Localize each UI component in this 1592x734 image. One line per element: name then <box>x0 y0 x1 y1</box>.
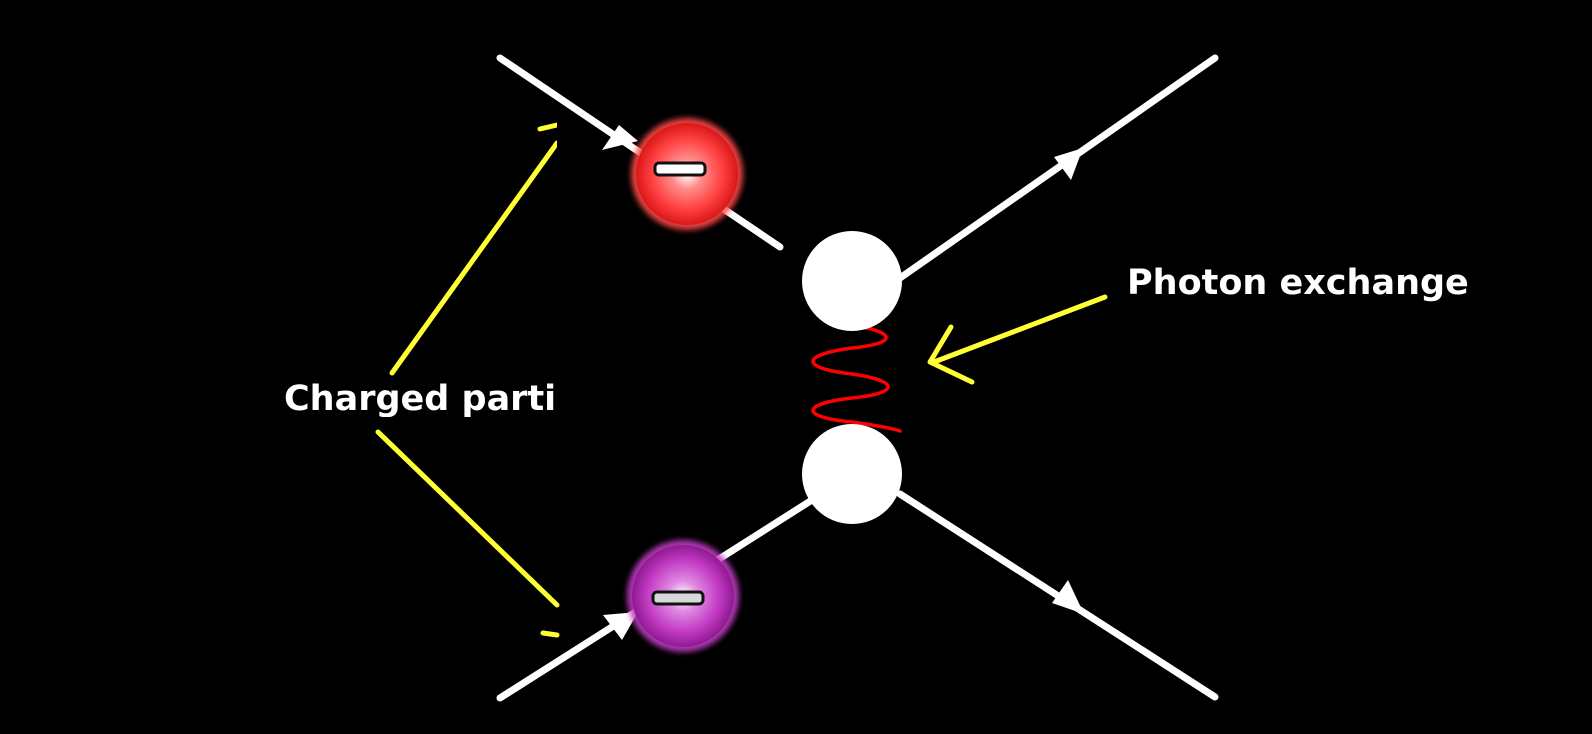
photon-pointer-arrow <box>927 294 1108 385</box>
particle-purple-bottom <box>627 540 739 652</box>
particle-red-top <box>631 118 743 230</box>
minus-sign-icon <box>653 161 707 177</box>
incoming-top-arrowhead <box>602 125 638 150</box>
incoming-bottom-arrowhead <box>603 612 638 640</box>
outgoing-bottom-arrowhead <box>1052 580 1084 614</box>
charged-particles-label: Charged partic <box>284 382 557 417</box>
charged-pointer-top-tick <box>537 122 560 132</box>
outgoing-top-line <box>896 54 1219 282</box>
crop-mask <box>557 120 575 150</box>
charged-pointer-top-line <box>389 140 560 376</box>
outgoing-top-arrowhead <box>1054 148 1083 180</box>
charged-pointer-bottom-line <box>375 429 560 608</box>
vertex-top <box>802 231 902 331</box>
photon-wave <box>811 320 902 433</box>
minus-sign-icon <box>651 590 705 606</box>
charged-pointer-bottom-tick <box>540 630 560 638</box>
photon-exchange-label: Photon exchange <box>1127 263 1469 303</box>
vertex-bottom <box>802 424 902 524</box>
